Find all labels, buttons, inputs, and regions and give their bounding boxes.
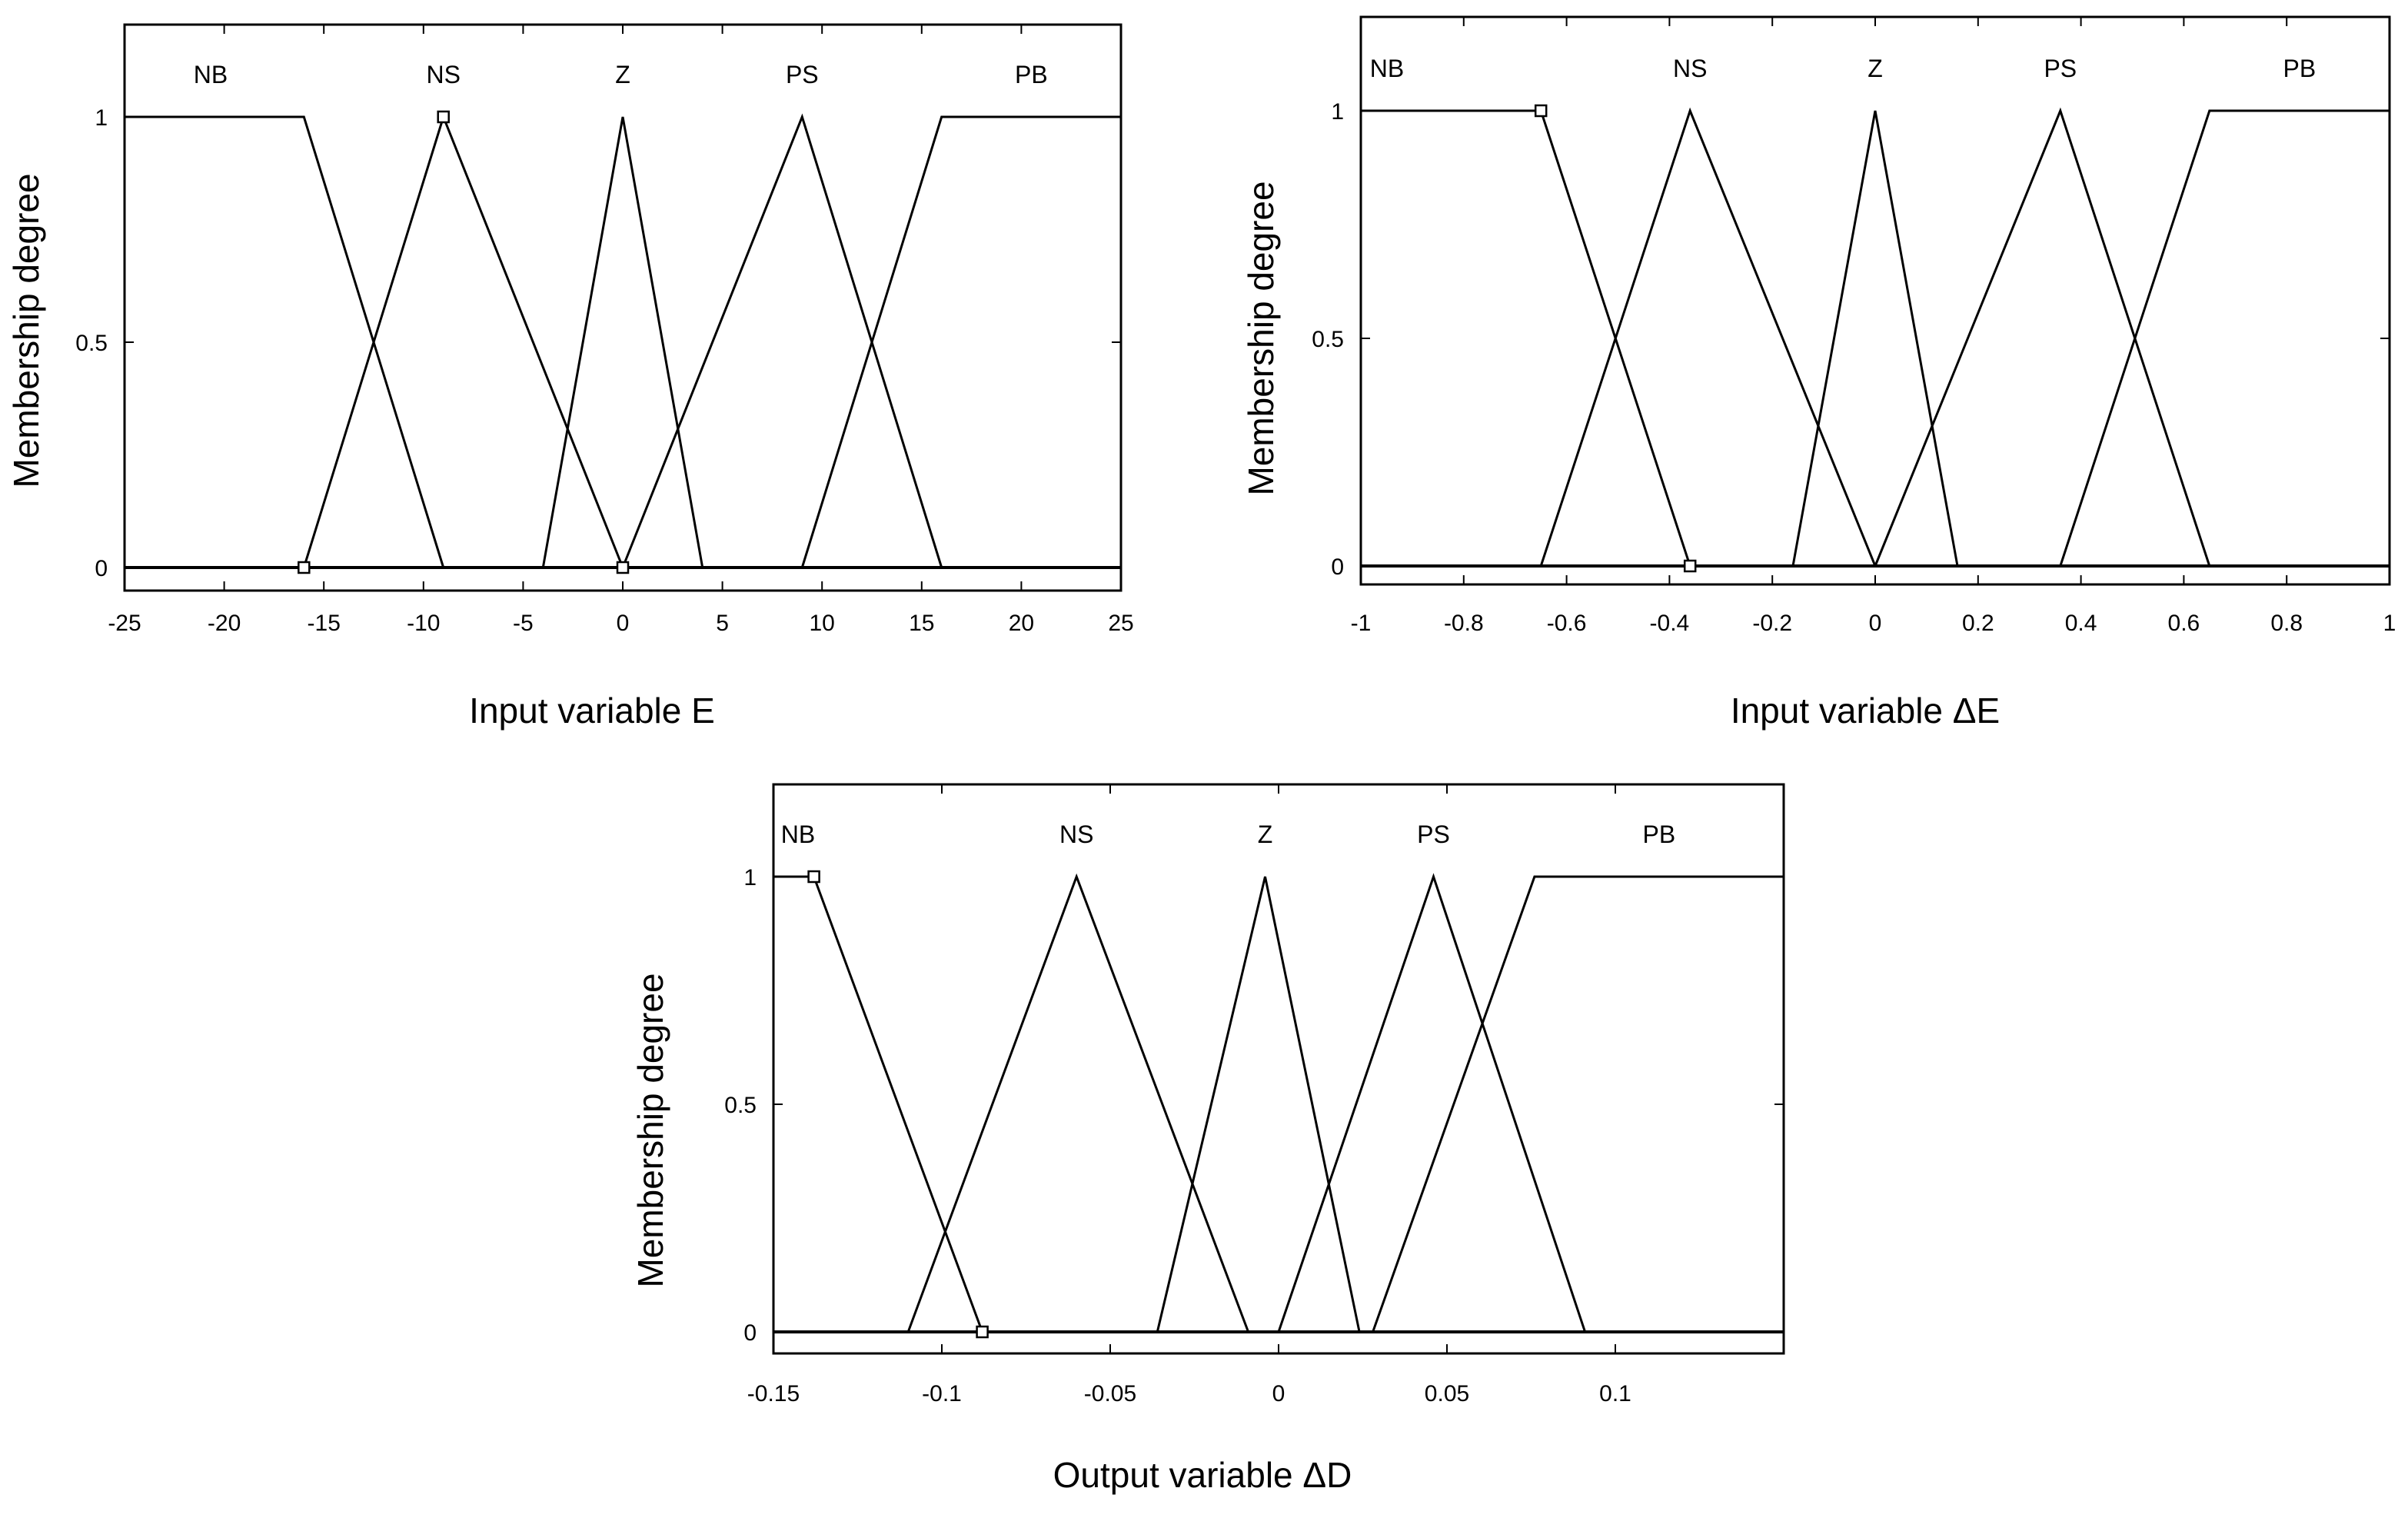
y-tick-label: 1 [95,105,108,131]
x-tick-label: 25 [1108,611,1133,636]
point-marker [616,561,630,574]
x-axis-label: Output variable ΔD [1053,1455,1352,1495]
y-tick-label: 0 [743,1320,757,1346]
series-layer [125,110,1121,574]
x-axis-label: Input variable ΔE [1731,691,2000,731]
mf-label-ns: NS [1673,55,1707,82]
plot-area-frame [1359,15,2391,586]
point-marker [1683,559,1697,573]
y-axis-label: Membership degree [1241,181,1281,495]
y-axis-label: Membership degree [6,173,46,488]
series-ns-line [906,873,1250,1333]
x-tick-label: 0 [1869,611,1882,636]
x-tick-label: -1 [1351,611,1372,636]
plot-area-frame [772,783,1785,1355]
x-tick-label: 20 [1009,611,1034,636]
series-ps-line [1277,873,1587,1333]
mf-label-nb: NB [781,821,815,848]
x-tick-label: 0.6 [2168,611,2200,636]
y-tick-label: 0.5 [1312,327,1344,352]
y-tick-label: 0 [95,556,108,581]
series-ns-line [302,113,624,568]
series-layer [1361,104,2390,573]
series-z-line [541,116,704,568]
x-tick-label: 0.05 [1425,1381,1469,1406]
series-pb-line [1372,875,1784,1333]
x-tick-label: 15 [909,611,934,636]
point-marker [298,561,311,574]
x-tick-label: 10 [810,611,835,636]
mf-label-z: Z [1258,821,1273,848]
x-tick-label: -0.8 [1444,611,1484,636]
mf-label-nb: NB [194,61,228,88]
x-tick-label: 0 [617,611,630,636]
series-pb-line [2059,109,2390,567]
y-axis-label: Membership degree [630,973,670,1287]
point-marker [976,1325,989,1339]
x-tick-label: -0.1 [922,1381,962,1406]
x-tick-label: -20 [208,611,241,636]
x-tick-label: -0.2 [1752,611,1792,636]
plot-area-frame [123,23,1123,592]
series-pb-line [800,115,1121,568]
mf-label-ns: NS [426,61,460,88]
x-tick-label: 5 [716,611,729,636]
y-tick-label: 1 [1331,99,1344,125]
series-ps-line [621,113,943,568]
ticks-layer: -1 -0.8 -0.6 -0.4 -0.2 0 0.2 0.4 0.6 0.8 1 0 0.5 1 [1312,17,2396,636]
mf-label-ps: PS [2044,55,2077,82]
x-axis-label: Input variable E [469,691,715,731]
mf-label-pb: PB [1015,61,1048,88]
series-layer [773,870,1784,1339]
x-tick-label: -0.4 [1650,611,1690,636]
mf-labels-layer: NB NS Z PS PB [781,821,1675,848]
mf-label-ps: PS [786,61,819,88]
series-nb-line [1361,109,1691,567]
y-tick-label: 1 [743,865,757,890]
mf-label-pb: PB [2283,55,2317,82]
y-tick-label: 0 [1331,554,1344,580]
x-tick-label: -0.05 [1084,1381,1136,1406]
chart-output-delta-d: -0.15 -0.1 -0.05 0 0.05 0.1 0 0.5 1 NB NS Z PS PB Ou… [630,783,1785,1495]
series-z-line [1156,876,1361,1333]
x-tick-label: -15 [308,611,341,636]
y-tick-label: 0.5 [75,331,108,356]
series-nb-line [125,115,445,568]
y-tick-label: 0.5 [724,1093,757,1118]
ticks-layer: -25 -20 -15 -10 -5 0 5 10 15 20 25 0 0.5 1 [75,25,1134,636]
x-tick-label: -25 [108,611,141,636]
mf-label-z: Z [1868,55,1883,82]
mf-labels-layer: NB NS Z PS PB [1370,55,2316,82]
series-nb-line [773,875,984,1333]
x-tick-label: -0.15 [747,1381,800,1406]
series-z-line [1791,110,1959,567]
x-tick-label: 0.2 [1962,611,1994,636]
mf-labels-layer: NB NS Z PS PB [194,61,1048,88]
x-tick-label: 0.4 [2065,611,2097,636]
x-tick-label: 0.1 [1599,1381,1631,1406]
mf-label-nb: NB [1370,55,1404,82]
ticks-layer: -0.15 -0.1 -0.05 0 0.05 0.1 0 0.5 1 [724,784,1784,1406]
point-marker [807,870,820,884]
mf-label-pb: PB [1643,821,1676,848]
x-tick-label: 0 [1272,1381,1285,1406]
mf-label-ns: NS [1059,821,1093,848]
series-ps-line [1874,107,2211,567]
mf-label-ps: PS [1417,821,1450,848]
x-tick-label: -5 [513,611,534,636]
x-tick-label: 0.8 [2270,611,2303,636]
point-marker [1534,104,1548,118]
x-tick-label: -10 [407,611,440,636]
x-tick-label: 1 [2383,611,2396,636]
series-ns-line [1539,107,1877,567]
x-tick-label: -0.6 [1547,611,1587,636]
chart-input-delta-e: -1 -0.8 -0.6 -0.4 -0.2 0 0.2 0.4 0.6 0.8 1 0 0.5 1 NB… [1241,15,2396,731]
point-marker [437,110,450,124]
mf-label-z: Z [615,61,630,88]
